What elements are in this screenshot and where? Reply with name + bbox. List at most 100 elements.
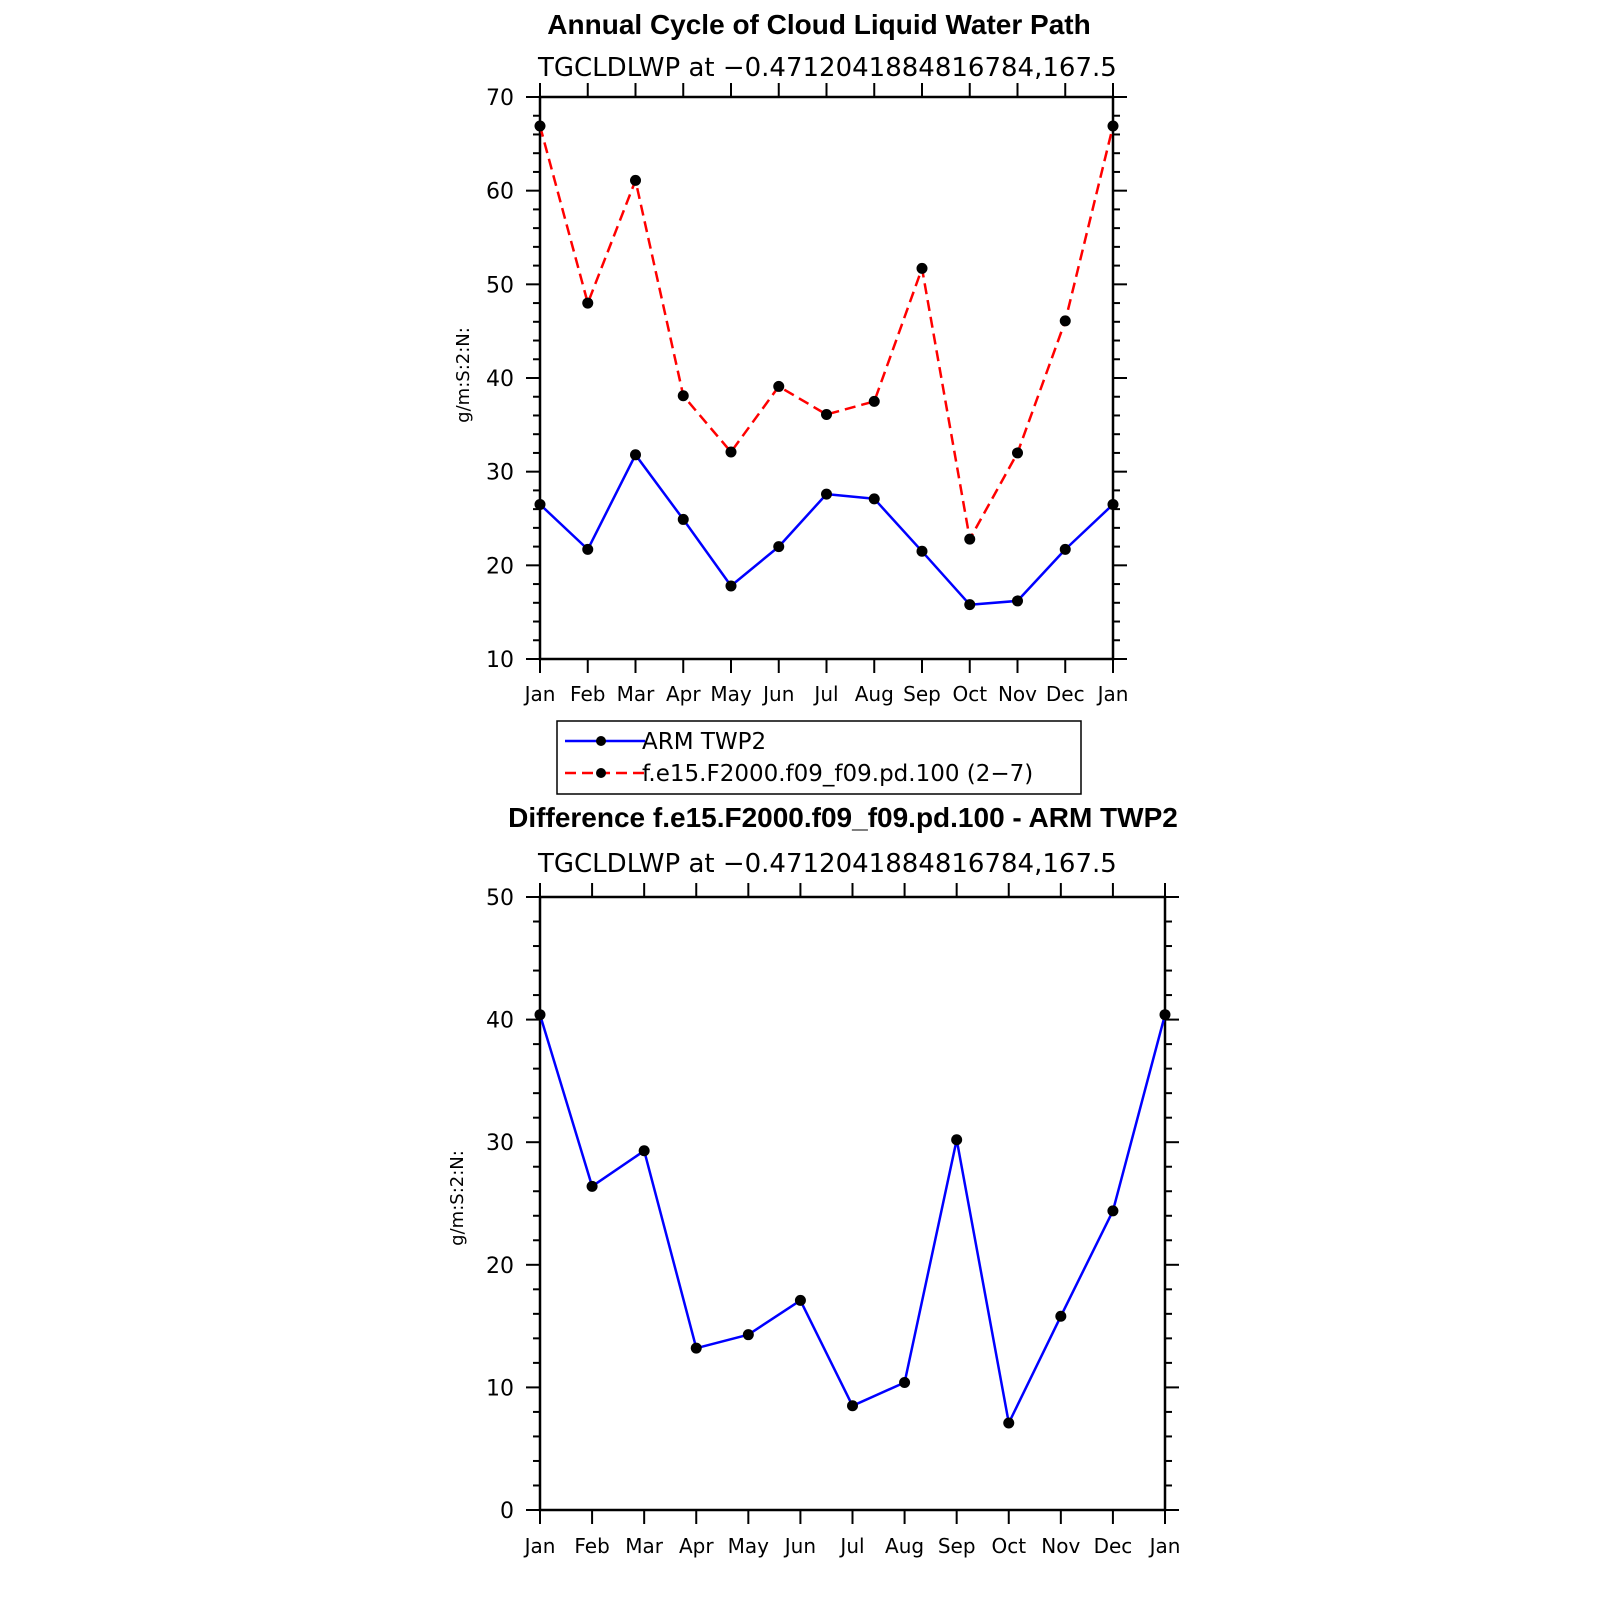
data-point	[677, 513, 689, 525]
y-tick-label: 60	[486, 180, 514, 205]
y-tick-label: 50	[486, 886, 514, 911]
data-point	[821, 409, 832, 421]
y-tick-label: 30	[486, 1131, 514, 1156]
x-tick-label: Jan	[1096, 682, 1129, 706]
data-point	[1055, 1310, 1067, 1322]
plot-frame	[538, 95, 1115, 661]
x-tick-label: Sep	[938, 1534, 976, 1558]
data-point	[868, 493, 880, 505]
data-point	[630, 174, 641, 186]
x-tick-label: Jan	[523, 682, 556, 706]
y-tick-label: 10	[486, 648, 514, 673]
data-point	[794, 1294, 806, 1306]
annual-cycle-panel: Annual Cycle of Cloud Liquid Water Path …	[453, 9, 1128, 706]
chart-title: Annual Cycle of Cloud Liquid Water Path	[547, 9, 1090, 40]
data-point	[847, 1400, 858, 1412]
data-point	[821, 488, 832, 500]
data-point	[677, 390, 689, 402]
data-point	[1012, 447, 1023, 459]
legend-label: ARM TWP2	[642, 729, 766, 755]
x-tick-label: Jul	[812, 682, 838, 706]
x-tick-label: Sep	[903, 682, 941, 706]
legend-swatch-marker	[596, 768, 606, 778]
data-point	[964, 599, 976, 611]
chart-title: Difference f.e15.F2000.f09_f09.pd.100 - …	[508, 802, 1178, 833]
plot-area: 0 10 20 30 40 50 Jan Feb Mar Apr May Jun Jul Aug Sep Oc…	[486, 883, 1180, 1558]
series-line-0	[538, 1014, 1167, 1425]
legend-swatch-marker	[596, 736, 606, 746]
data-point	[630, 449, 641, 461]
data-point	[638, 1145, 650, 1157]
y-tick-label: 40	[486, 1009, 514, 1034]
y-tick-label: 70	[486, 86, 514, 111]
data-point	[899, 1376, 911, 1388]
data-point	[582, 543, 594, 555]
data-point	[586, 1180, 598, 1192]
x-tick-label: Aug	[855, 682, 894, 706]
y-tick-label: 20	[486, 554, 514, 579]
data-point	[916, 262, 928, 274]
data-point	[725, 580, 737, 592]
legend-label: f.e15.F2000.f09_f09.pd.100 (2−7)	[642, 761, 1033, 787]
legend-box	[556, 720, 1082, 795]
data-point	[868, 395, 880, 407]
y-tick-label: 50	[486, 273, 514, 298]
data-point	[916, 545, 928, 557]
data-point	[951, 1134, 963, 1146]
data-point	[582, 297, 594, 309]
y-axis-label: g/m:S:2:N:	[453, 327, 474, 423]
legend: ARM TWP2 f.e15.F2000.f09_f09.pd.100 (2−7…	[556, 720, 1082, 795]
legend-entry-model: f.e15.F2000.f09_f09.pd.100 (2−7)	[565, 761, 1033, 787]
data-point	[725, 446, 737, 458]
data-point	[1003, 1417, 1015, 1429]
y-tick-label: 40	[486, 367, 514, 392]
data-point	[773, 380, 785, 392]
data-point	[534, 120, 546, 132]
x-tick-label: Dec	[1094, 1534, 1133, 1558]
x-tick-label: Mar	[617, 682, 656, 706]
x-tick-label: Oct	[952, 682, 987, 706]
x-tick-label: Jun	[761, 682, 794, 706]
data-point	[534, 498, 546, 510]
data-point	[964, 533, 976, 545]
x-tick-label: Aug	[885, 1534, 924, 1558]
y-tick-label: 10	[486, 1376, 514, 1401]
x-tick-label: Apr	[679, 1534, 714, 1558]
x-tick-label: Mar	[625, 1534, 664, 1558]
data-point	[690, 1342, 702, 1354]
y-tick-label: 30	[486, 461, 514, 486]
data-point	[1107, 1205, 1119, 1217]
x-tick-label: Jan	[1148, 1534, 1181, 1558]
y-tick-label: 0	[500, 1499, 514, 1524]
series-line-1	[538, 125, 1115, 541]
data-point	[742, 1329, 754, 1341]
data-point	[534, 1009, 546, 1021]
data-point	[1059, 543, 1071, 555]
difference-panel: Difference f.e15.F2000.f09_f09.pd.100 - …	[447, 802, 1180, 1558]
x-tick-label: Oct	[991, 1534, 1026, 1558]
x-tick-label: Nov	[998, 682, 1037, 706]
x-tick-label: Jun	[783, 1534, 816, 1558]
x-tick-label: Nov	[1041, 1534, 1080, 1558]
x-tick-label: Feb	[570, 682, 605, 706]
x-tick-label: Apr	[666, 682, 701, 706]
chart-subtitle: TGCLDLWP at −0.4712041884816784,167.5	[537, 849, 1117, 879]
y-axis-label: g/m:S:2:N:	[447, 1150, 468, 1246]
legend-entry-arm-twp2: ARM TWP2	[565, 729, 766, 755]
x-tick-label: May	[710, 682, 752, 706]
data-point	[1012, 595, 1023, 607]
data-point	[1107, 498, 1119, 510]
x-tick-label: Jul	[838, 1534, 864, 1558]
data-point	[773, 541, 785, 553]
data-point	[1107, 120, 1119, 132]
chart-subtitle: TGCLDLWP at −0.4712041884816784,167.5	[537, 53, 1117, 83]
series-line-0	[539, 453, 1114, 606]
data-point	[1059, 315, 1071, 327]
plot-area: 10 20 30 40 50 60 70 Jan Feb Mar Apr May Jun Jul Aug Se…	[486, 83, 1128, 706]
data-point	[1159, 1009, 1171, 1021]
plot-frame	[538, 895, 1167, 1512]
x-tick-label: Jan	[523, 1534, 556, 1558]
y-tick-label: 20	[486, 1254, 514, 1279]
x-tick-label: Dec	[1046, 682, 1085, 706]
